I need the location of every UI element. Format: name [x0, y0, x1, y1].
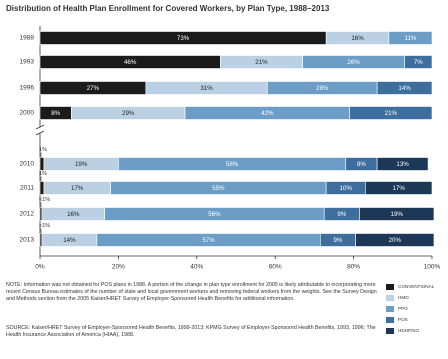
bar-segment — [39, 157, 45, 171]
data-label: 31% — [200, 85, 213, 92]
data-label: 26% — [347, 59, 360, 66]
data-label: 14% — [63, 237, 76, 244]
data-label: 57% — [202, 237, 215, 244]
y-tick-label: 2000 — [20, 110, 35, 117]
legend-label: HMO — [398, 295, 409, 300]
data-label: 56% — [208, 211, 221, 218]
legend-label: PPO — [398, 306, 408, 311]
data-label: 46% — [124, 59, 137, 66]
bar-segment — [355, 233, 435, 247]
bar-segment — [388, 31, 433, 45]
data-label: 20% — [389, 237, 402, 244]
legend-swatch — [386, 295, 394, 301]
data-label: 17% — [392, 185, 405, 192]
legend-swatch — [386, 284, 394, 290]
data-label: <1% — [39, 223, 50, 229]
legend-swatch — [386, 317, 394, 323]
x-tick-label: 100% — [424, 264, 441, 271]
data-label: 9% — [337, 211, 346, 218]
data-label: 16% — [351, 35, 364, 42]
bar-segment — [359, 207, 435, 221]
y-tick-label: 2010 — [20, 161, 35, 168]
x-tick-label: 60% — [269, 264, 282, 271]
data-label: 16% — [67, 211, 80, 218]
data-label: 7% — [414, 59, 423, 66]
legend-swatch — [386, 306, 394, 312]
bar-segment — [39, 181, 45, 195]
x-tick-label: 40% — [190, 264, 203, 271]
y-tick-label: 2011 — [20, 185, 34, 192]
bar-segment — [376, 81, 433, 95]
data-label: 58% — [226, 161, 239, 168]
data-label: 14% — [398, 85, 411, 92]
data-label: 10% — [340, 185, 353, 192]
data-label: 27% — [87, 85, 100, 92]
legend-swatch — [386, 328, 394, 334]
data-label: 55% — [212, 185, 225, 192]
data-label: 17% — [71, 185, 84, 192]
bar-segment — [349, 106, 433, 120]
legend-label: POS — [398, 317, 408, 322]
data-label: 19% — [391, 211, 404, 218]
data-label: 19% — [75, 161, 88, 168]
legend-label: HDHP/SO — [398, 328, 419, 333]
x-tick-label: 0% — [35, 264, 45, 271]
data-label: 21% — [255, 59, 268, 66]
data-label: 21% — [385, 110, 398, 117]
data-label: 28% — [316, 85, 329, 92]
data-label: 29% — [122, 110, 135, 117]
note: NOTE: Information was not obtained for P… — [6, 282, 377, 302]
x-tick-label: 80% — [347, 264, 360, 271]
data-label: 13% — [396, 161, 409, 168]
bar-segment — [376, 157, 429, 171]
bar-segment — [365, 181, 433, 195]
chart-title: Distribution of Health Plan Enrollment f… — [6, 4, 330, 13]
data-label: 11% — [404, 35, 416, 42]
data-label: 1% — [39, 147, 47, 153]
source: SOURCE: Kaiser/HRET Survey of Employer-S… — [6, 325, 376, 338]
data-label: 1% — [39, 171, 47, 177]
data-label: 8% — [51, 110, 60, 117]
y-tick-label: 2012 — [20, 211, 35, 218]
y-tick-label: 1988 — [20, 35, 35, 42]
data-label: 42% — [261, 110, 274, 117]
x-tick-label: 20% — [112, 264, 125, 271]
axis-break — [35, 124, 45, 130]
data-label: 73% — [177, 35, 190, 42]
data-label: 8% — [357, 161, 366, 168]
bar-segment — [404, 55, 433, 69]
legend-label: CONVENTIONAL — [398, 284, 435, 289]
y-tick-label: 1993 — [20, 59, 35, 66]
axis-break — [35, 130, 45, 136]
data-label: <1% — [39, 197, 50, 203]
y-tick-label: 2013 — [20, 237, 35, 244]
y-tick-label: 1996 — [20, 85, 35, 92]
data-label: 9% — [333, 237, 342, 244]
